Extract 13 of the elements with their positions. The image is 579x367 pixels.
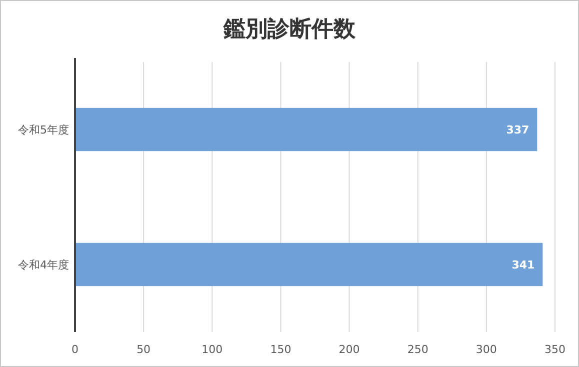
x-tick-label: 150 [270,343,292,356]
x-tick-label: 250 [407,343,428,356]
x-tick-label: 350 [544,343,566,356]
x-tick-label: 200 [338,343,360,356]
x-tick-label: 0 [72,343,78,356]
x-tick-label: 50 [136,343,151,356]
x-tick-label: 100 [202,343,223,356]
y-tick-label: 令和4年度 [18,258,69,272]
chart-title: 鑑別診断件数 [222,17,356,42]
data-label: 337 [506,124,530,136]
x-tick-label: 300 [476,343,497,356]
data-label: 341 [512,258,535,272]
y-tick-label: 令和5年度 [18,124,69,136]
